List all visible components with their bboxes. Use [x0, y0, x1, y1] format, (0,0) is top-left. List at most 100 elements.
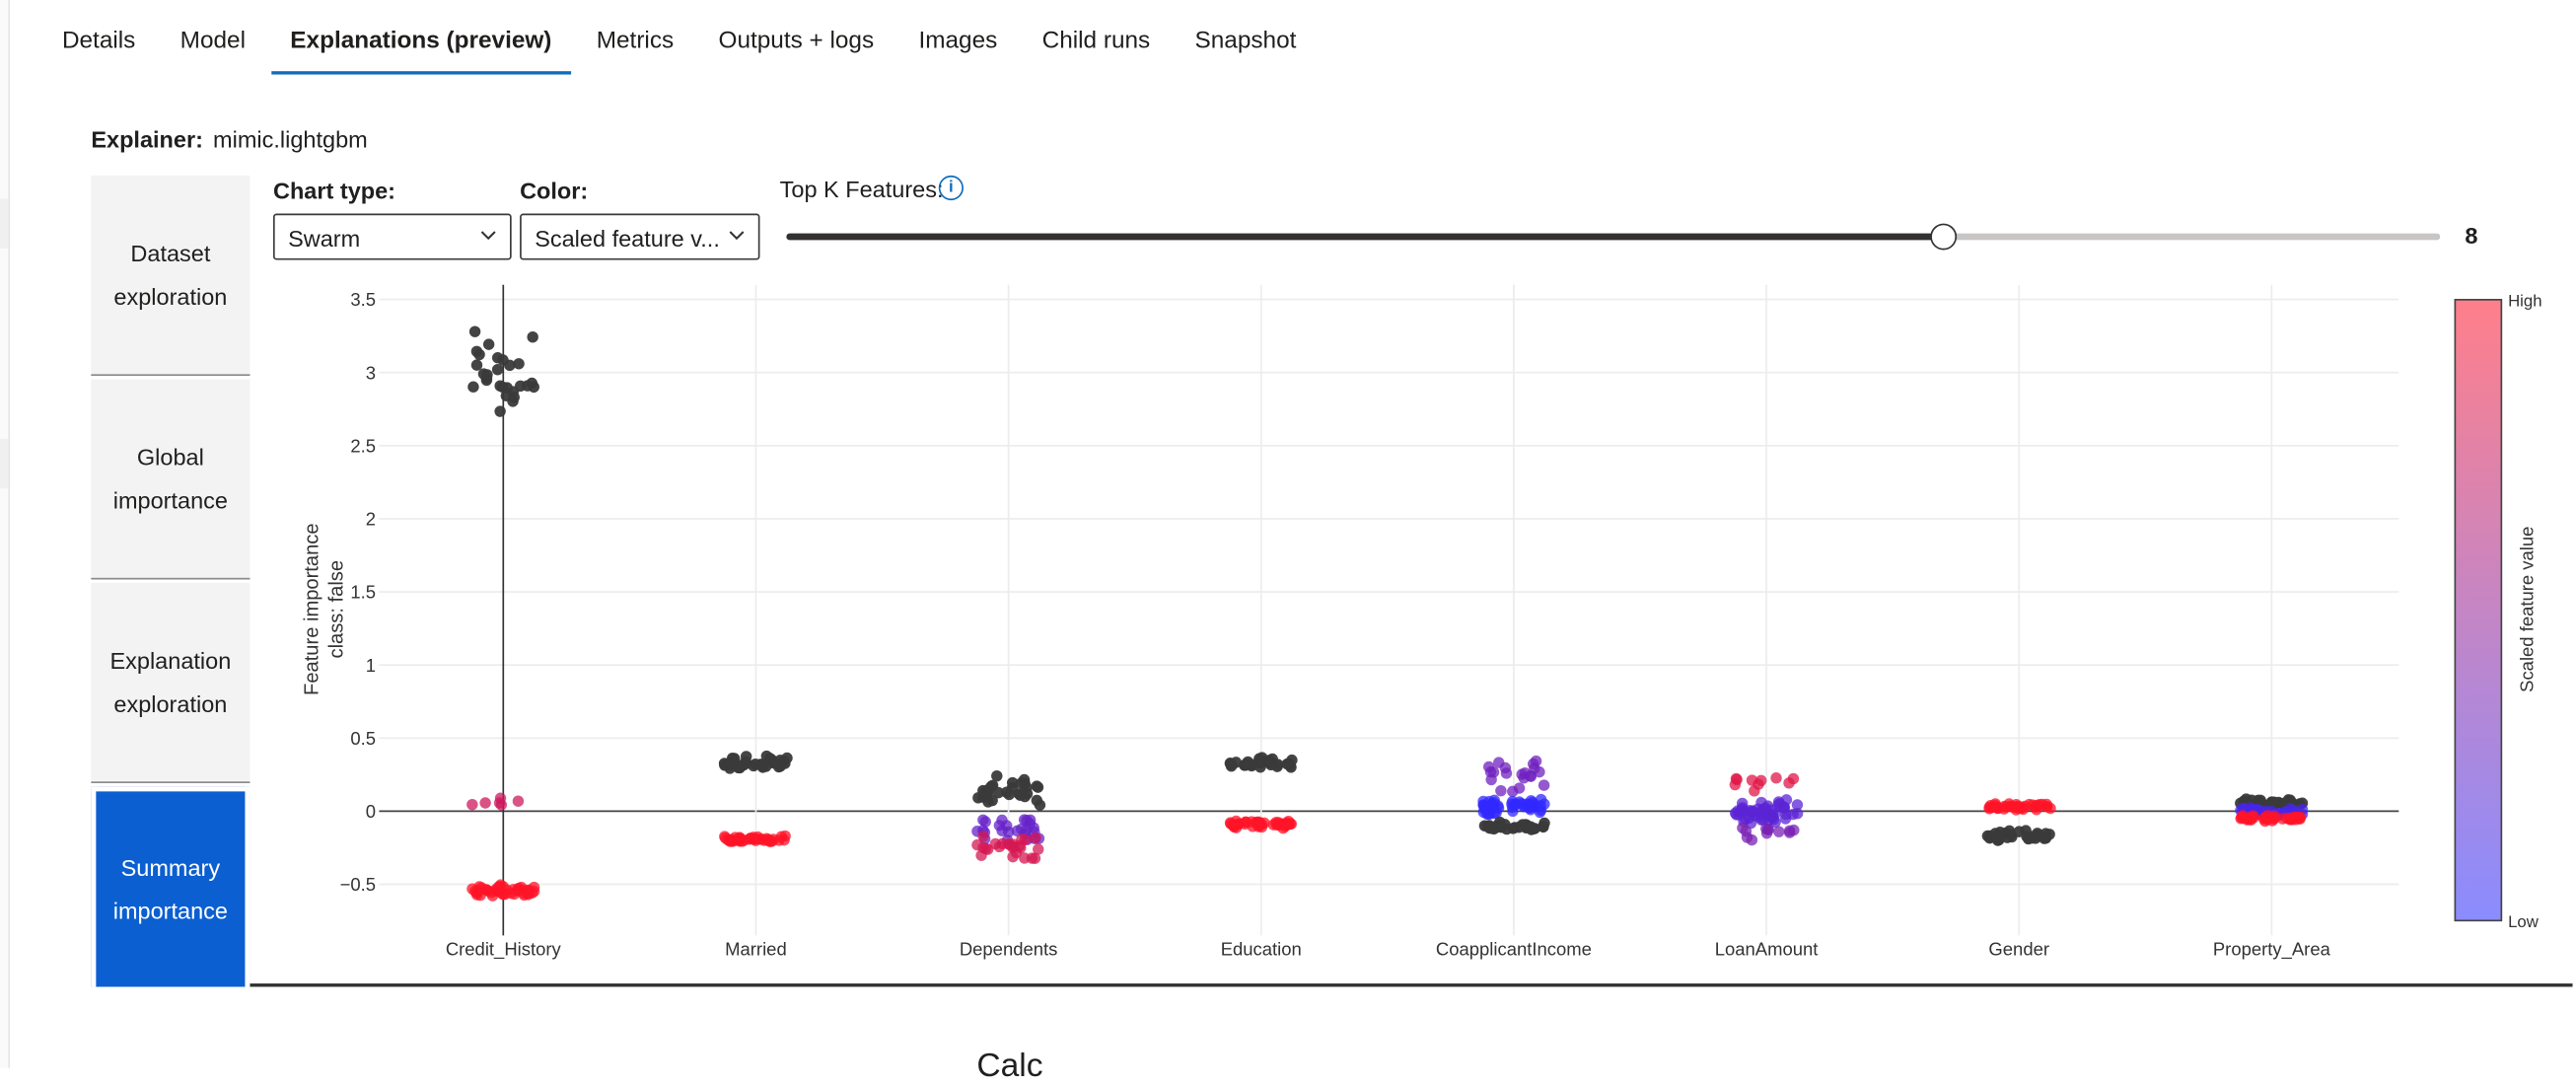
- swarm-point: [1770, 772, 1782, 784]
- swarm-point: [1985, 801, 1998, 814]
- swarm-point: [1225, 759, 1238, 770]
- y-axis-title: Feature importance: [301, 523, 322, 695]
- swarm-point: [1030, 832, 1041, 844]
- chevron-down-icon: [729, 231, 745, 241]
- topk-slider-thumb[interactable]: [1930, 223, 1958, 251]
- swarm-point: [1525, 804, 1537, 816]
- swarm-point: [470, 359, 483, 371]
- explainer-info: Explainer: mimic.lightgbm: [91, 126, 367, 153]
- y-tick-label: 2.5: [350, 436, 376, 457]
- swarm-point: [1791, 799, 1804, 811]
- swarm-point: [1538, 821, 1549, 833]
- left-rail: [0, 0, 11, 1068]
- swarm-point: [991, 769, 1003, 782]
- y-tick-label: 1: [366, 655, 376, 676]
- swarm-point: [1515, 798, 1527, 810]
- swarm-point: [523, 887, 535, 900]
- swarm-point: [2292, 811, 2304, 824]
- topk-value: 8: [2465, 221, 2478, 249]
- swarm-point: [755, 833, 767, 845]
- chart-type-dropdown[interactable]: Swarm: [272, 213, 512, 260]
- swarm-point: [1746, 774, 1758, 786]
- swarm-point: [512, 884, 525, 897]
- swarm-point: [1028, 822, 1039, 833]
- swarm-point: [497, 354, 509, 366]
- swarm-point: [494, 405, 506, 417]
- swarm-point: [1746, 833, 1758, 846]
- swarm-point: [760, 760, 772, 772]
- swarm-point: [2026, 831, 2039, 842]
- y-tick-label: 1.5: [350, 582, 376, 603]
- x-tick-label: Gender: [1988, 939, 2049, 960]
- swarm-point: [1033, 843, 1044, 855]
- swarm-point: [2258, 815, 2271, 828]
- swarm-point: [773, 834, 785, 846]
- chevron-down-icon: [480, 231, 496, 241]
- nav-label: importance: [112, 897, 229, 924]
- swarm-point: [1029, 852, 1041, 864]
- tab-details[interactable]: Details: [61, 28, 136, 55]
- nav-summary-importance[interactable]: Summary importance: [91, 786, 250, 987]
- nav-global-importance[interactable]: Global importance: [91, 379, 250, 580]
- swarm-point: [526, 377, 538, 390]
- info-icon[interactable]: i: [938, 175, 964, 201]
- tab-child-runs[interactable]: Child runs: [1041, 28, 1151, 55]
- swarm-point: [1791, 808, 1804, 820]
- swarm-point: [513, 358, 525, 370]
- color-dropdown[interactable]: Scaled feature v...: [520, 213, 760, 260]
- nav-label: exploration: [113, 283, 228, 310]
- swarm-point: [1230, 819, 1243, 831]
- summary-importance-chart: 3.5 3 2.5 2 1.5 1 0.5 0 −0.5 Credit_History Marrie…: [301, 284, 2542, 961]
- swarm-point: [1486, 798, 1498, 810]
- y-tick-label: 0.5: [350, 728, 376, 749]
- swarm-point: [1520, 821, 1533, 833]
- swarm-point: [494, 380, 506, 392]
- nav-label: Dataset: [130, 240, 211, 267]
- swarm-point: [1535, 793, 1547, 806]
- swarm-point: [727, 833, 739, 846]
- swarm-point: [774, 760, 786, 772]
- explainer-label: Explainer:: [91, 125, 203, 153]
- nav-dataset-exploration[interactable]: Dataset exploration: [91, 175, 250, 377]
- swarm-point: [1777, 801, 1790, 813]
- swarm-point: [482, 338, 495, 350]
- swarm-point: [1759, 803, 1771, 815]
- nav-label: Global: [136, 443, 204, 471]
- tab-snapshot[interactable]: Snapshot: [1194, 28, 1297, 55]
- tab-metrics[interactable]: Metrics: [596, 28, 675, 55]
- tab-model[interactable]: Model: [179, 28, 246, 55]
- swarm-point: [781, 752, 793, 764]
- nav-label: importance: [112, 486, 229, 514]
- swarm-point: [1983, 832, 1996, 844]
- swarm-point: [473, 348, 485, 361]
- x-tick-label: LoanAmount: [1715, 939, 1819, 960]
- x-tick-label: Credit_History: [446, 939, 562, 961]
- swarm-point: [491, 363, 504, 376]
- swarm-point: [1507, 805, 1519, 818]
- swarm-point: [1755, 774, 1767, 787]
- swarm-point: [1762, 823, 1774, 835]
- tab-images[interactable]: Images: [918, 28, 998, 55]
- x-tick-label: Education: [1221, 939, 1302, 960]
- tab-outputs-logs[interactable]: Outputs + logs: [718, 28, 875, 55]
- topk-slider[interactable]: [786, 223, 2441, 251]
- y-tick-label: 3: [366, 362, 376, 383]
- swarm-point: [495, 799, 508, 811]
- swarm-point: [1016, 833, 1028, 845]
- swarm-point: [468, 326, 481, 337]
- swarm-point: [738, 759, 750, 771]
- tab-explanations[interactable]: Explanations (preview): [268, 0, 574, 76]
- colorbar-low-label: Low: [2508, 912, 2540, 931]
- nav-explanation-exploration[interactable]: Explanation exploration: [91, 582, 250, 783]
- swarm-point: [760, 750, 773, 762]
- swarm-point: [992, 786, 1005, 799]
- swarm-point: [527, 331, 538, 343]
- rail-marker: [0, 198, 9, 249]
- x-tick-label: CoapplicantIncome: [1436, 939, 1592, 960]
- swarm-point: [1487, 766, 1500, 778]
- swarm-point: [1010, 846, 1023, 859]
- swarm-point: [1021, 781, 1033, 794]
- swarm-point: [1513, 782, 1526, 794]
- run-tabs: Details Model Explanations (preview) Met…: [39, 0, 1319, 76]
